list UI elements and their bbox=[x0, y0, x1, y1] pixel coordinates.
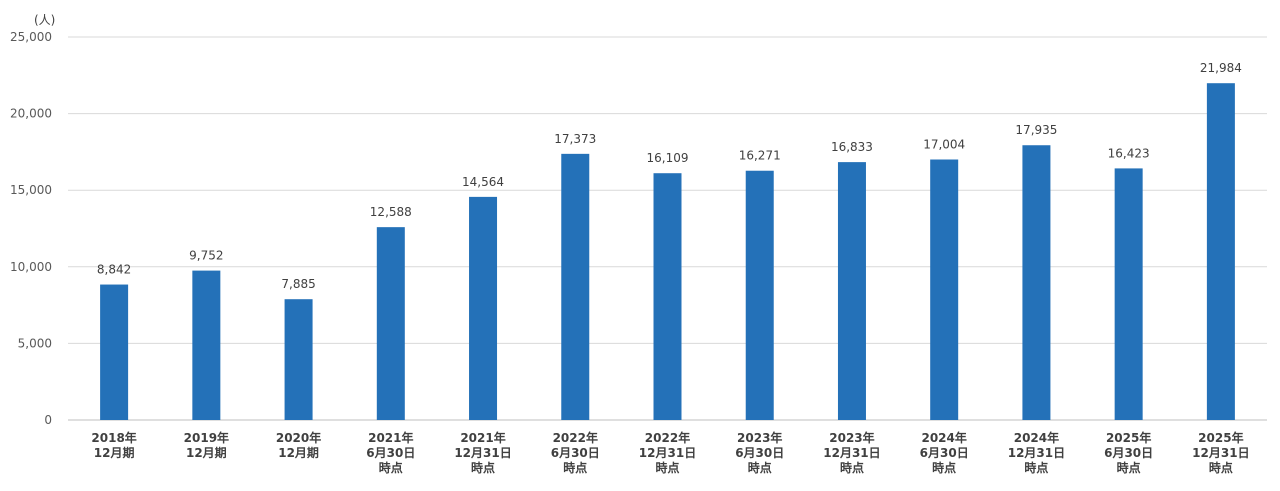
data-label: 16,109 bbox=[647, 151, 689, 165]
bar bbox=[1022, 145, 1051, 421]
x-category-label: 12月31日 bbox=[1192, 446, 1249, 460]
bar bbox=[1206, 83, 1235, 421]
x-category-label: 2023年 bbox=[737, 430, 782, 445]
bar bbox=[837, 162, 866, 420]
data-label: 17,373 bbox=[554, 132, 596, 146]
x-category-label: 時点 bbox=[379, 460, 403, 475]
data-label: 14,564 bbox=[462, 175, 504, 189]
x-category-label: 2018年 bbox=[91, 430, 136, 445]
x-axis-category-labels: 2018年12月期2019年12月期2020年12月期2021年6月30日時点2… bbox=[91, 430, 1249, 475]
x-category-label: 2024年 bbox=[1014, 430, 1059, 445]
x-category-label: 2021年 bbox=[460, 430, 505, 445]
y-tick-label: 0 bbox=[44, 413, 52, 427]
bar bbox=[745, 170, 774, 420]
y-axis-unit-label: (人) bbox=[34, 13, 55, 27]
bar bbox=[192, 270, 221, 420]
x-category-label: 6月30日 bbox=[920, 446, 969, 460]
x-category-label: 時点 bbox=[1209, 460, 1233, 475]
x-category-label: 12月31日 bbox=[454, 446, 511, 460]
data-labels: 8,842 9,752 7,885 12,588 14,564 17,373 16,109 1… bbox=[97, 61, 1242, 291]
bar bbox=[561, 153, 590, 420]
y-tick-label: 25,000 bbox=[10, 30, 52, 44]
x-category-label: 2023年 bbox=[829, 430, 874, 445]
x-category-label: 2024年 bbox=[921, 430, 966, 445]
x-category-label: 12月31日 bbox=[639, 446, 696, 460]
data-label: 8,842 bbox=[97, 263, 131, 277]
x-category-label: 時点 bbox=[840, 460, 864, 475]
bar bbox=[930, 159, 959, 420]
x-category-label: 時点 bbox=[1117, 460, 1141, 475]
x-category-label: 12月期 bbox=[94, 445, 135, 460]
x-category-label: 6月30日 bbox=[366, 446, 415, 460]
y-tick-label: 15,000 bbox=[10, 183, 52, 197]
x-category-label: 12月31日 bbox=[823, 446, 880, 460]
x-category-label: 時点 bbox=[1024, 460, 1048, 475]
x-category-label: 時点 bbox=[563, 460, 587, 475]
data-label: 12,588 bbox=[370, 205, 412, 219]
x-category-label: 時点 bbox=[655, 460, 679, 475]
bar bbox=[653, 173, 682, 420]
data-label: 16,271 bbox=[739, 149, 781, 163]
x-category-label: 6月30日 bbox=[735, 446, 784, 460]
x-category-label: 2025年 bbox=[1106, 430, 1151, 445]
x-category-label: 時点 bbox=[471, 460, 495, 475]
data-label: 9,752 bbox=[189, 249, 223, 263]
x-category-label: 12月31日 bbox=[1008, 446, 1065, 460]
y-tick-label: 20,000 bbox=[10, 107, 52, 121]
x-category-label: 6月30日 bbox=[551, 446, 600, 460]
bars bbox=[100, 83, 1235, 421]
x-category-label: 2020年 bbox=[276, 430, 321, 445]
bar bbox=[376, 227, 405, 420]
x-category-label: 12月期 bbox=[186, 445, 227, 460]
y-tick-label: 5,000 bbox=[18, 336, 52, 350]
bar bbox=[284, 299, 313, 420]
y-tick-label: 10,000 bbox=[10, 260, 52, 274]
bar bbox=[100, 284, 129, 420]
x-category-label: 2019年 bbox=[184, 430, 229, 445]
bar bbox=[1114, 168, 1143, 420]
x-category-label: 12月期 bbox=[278, 445, 319, 460]
x-category-label: 時点 bbox=[748, 460, 772, 475]
x-category-label: 2025年 bbox=[1198, 430, 1243, 445]
data-label: 17,004 bbox=[923, 137, 965, 151]
x-category-label: 2022年 bbox=[553, 430, 598, 445]
data-label: 16,423 bbox=[1108, 146, 1150, 160]
bar bbox=[469, 196, 498, 420]
data-label: 17,935 bbox=[1015, 123, 1057, 137]
data-label: 7,885 bbox=[281, 277, 315, 291]
y-axis-tick-labels: 0 5,000 10,000 15,000 20,000 25,000 bbox=[10, 30, 52, 427]
data-label: 21,984 bbox=[1200, 61, 1242, 75]
x-category-label: 2022年 bbox=[645, 430, 690, 445]
data-label: 16,833 bbox=[831, 140, 873, 154]
x-category-label: 6月30日 bbox=[1104, 446, 1153, 460]
x-category-label: 時点 bbox=[932, 460, 956, 475]
x-category-label: 2021年 bbox=[368, 430, 413, 445]
